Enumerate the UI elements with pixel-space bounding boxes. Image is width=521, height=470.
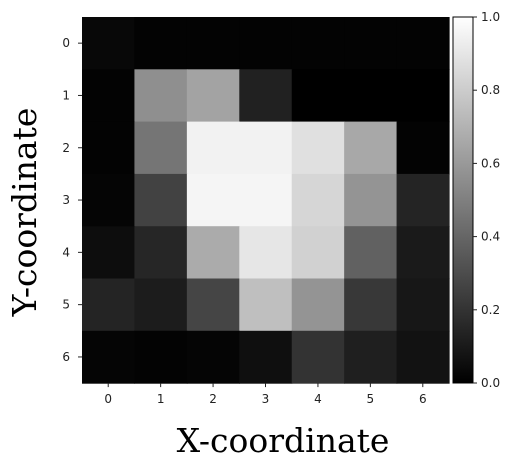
heatmap-cell [82,226,136,280]
heatmap-cell [344,330,398,384]
heatmap-cell [291,173,345,227]
heatmap-cell [186,330,240,384]
y-tick-label: 5 [62,298,70,312]
heatmap-cell [239,69,293,123]
heatmap-cell [291,121,345,175]
y-tick-label: 1 [62,88,70,102]
heatmap-cell [344,278,398,332]
colorbar-tick-label: 0.4 [481,230,500,244]
heatmap-cell [82,17,136,70]
x-tick-label: 4 [314,392,322,406]
heatmap-cell [82,121,136,175]
heatmap-cell [239,278,293,332]
heatmap-cell [82,69,136,123]
colorbar-tick-label: 0.8 [481,83,500,97]
heatmap-cell [396,330,450,384]
x-tick-label: 1 [157,392,165,406]
heatmap-cell [134,17,188,70]
heatmap-cell [239,330,293,384]
heatmap-cell [344,226,398,280]
heatmap-cell [134,278,188,332]
heatmap-cell [239,17,293,70]
heatmap-cell [134,173,188,227]
y-tick-label: 2 [62,141,70,155]
heatmap-cell [344,69,398,123]
heatmap-cell [186,69,240,123]
heatmap-cell [186,278,240,332]
heatmap-cell [239,173,293,227]
colorbar-axis: 0.0 0.2 0.4 0.6 0.8 1.0 [473,10,500,390]
colorbar [452,16,474,384]
heatmap-cell [396,226,450,280]
heatmap-cell [396,121,450,175]
colorbar-tick-label: 1.0 [481,10,500,24]
y-axis-title: Y-coordinate [5,108,44,318]
heatmap-cell [396,17,450,70]
colorbar-tick-label: 0.6 [481,156,500,170]
x-tick-label: 5 [367,392,375,406]
x-tick-label: 6 [419,392,427,406]
heatmap-cell [186,17,240,70]
heatmap-cell [239,121,293,175]
y-tick-label: 4 [62,245,70,259]
heatmap-cell [291,69,345,123]
heatmap-cell [239,226,293,280]
heatmap-cell [344,173,398,227]
x-tick-label: 0 [104,392,112,406]
heatmap-cell [396,173,450,227]
heatmap-cell [82,278,136,332]
heatmap-cell [344,121,398,175]
heatmap-cell [396,278,450,332]
colorbar-tick-label: 0.2 [481,303,500,317]
heatmap-cells [82,17,450,384]
heatmap-cell [291,17,345,70]
heatmap-cell [186,226,240,280]
heatmap-cell [134,226,188,280]
heatmap-cell [291,226,345,280]
x-tick-label: 2 [209,392,217,406]
heatmap-cell [82,173,136,227]
heatmap-cell [134,330,188,384]
y-tick-label: 0 [62,36,70,50]
x-axis: 0 1 2 3 4 5 6 [104,383,427,406]
heatmap-cell [82,330,136,384]
heatmap-cell [134,121,188,175]
heatmap-cell [291,278,345,332]
y-tick-label: 3 [62,193,70,207]
heatmap-cell [291,330,345,384]
heatmap-cell [344,17,398,70]
y-tick-label: 6 [62,350,70,364]
x-axis-title: X-coordinate [177,421,390,460]
heatmap-cell [186,121,240,175]
heatmap-cell [396,69,450,123]
y-axis: 0 1 2 3 4 5 6 [62,36,82,364]
heatmap-cell [134,69,188,123]
heatmap-cell [186,173,240,227]
colorbar-tick-label: 0.0 [481,376,500,390]
x-tick-label: 3 [262,392,270,406]
